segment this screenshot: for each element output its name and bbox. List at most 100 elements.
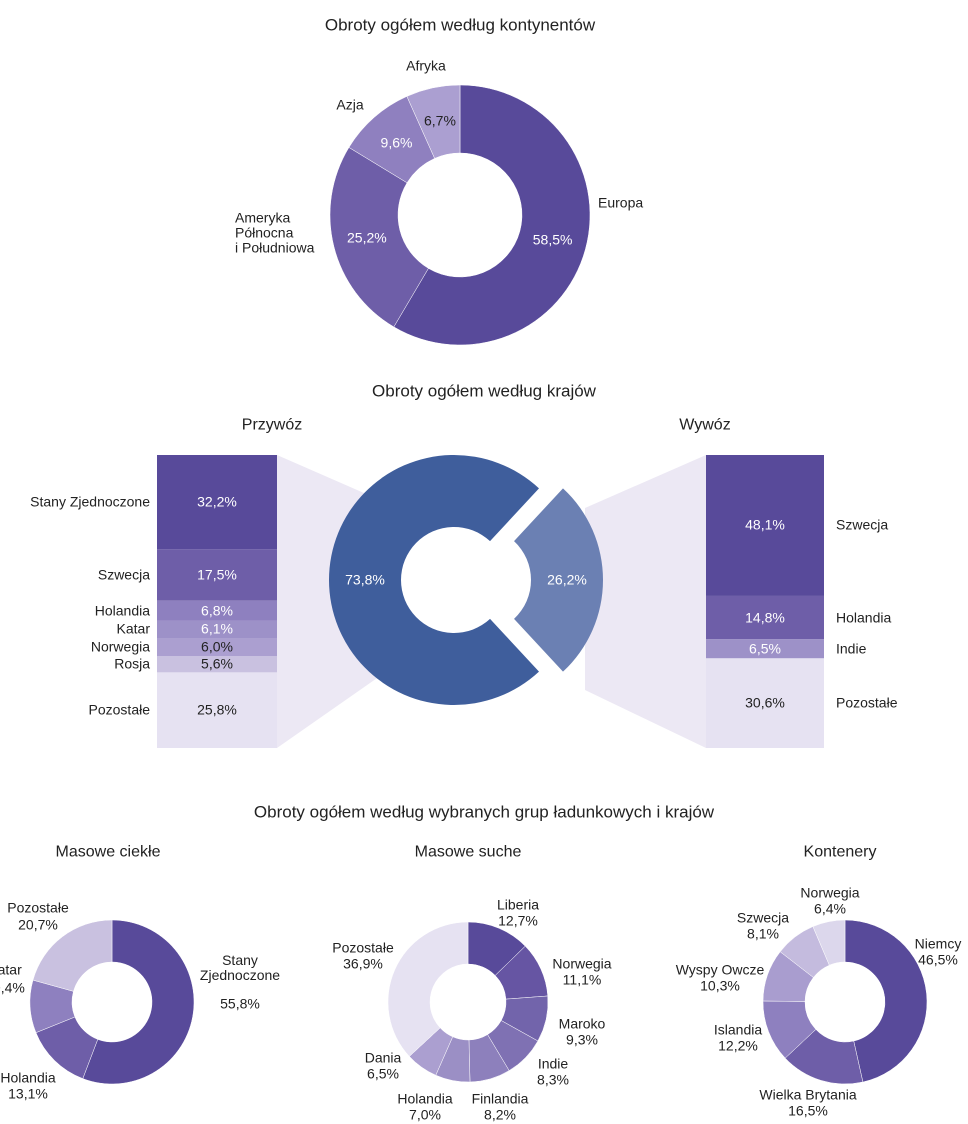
category-label: Wielka Brytania: [759, 1086, 857, 1103]
category-label: Szwecja: [97, 566, 150, 583]
chart-title: Masowe suche: [414, 843, 522, 861]
slice: [329, 147, 429, 328]
category-label: Holandia: [836, 609, 892, 626]
connector: [585, 455, 706, 748]
value-label: 6,1%: [201, 620, 233, 637]
value-label: 20,7%: [18, 916, 58, 933]
value-label: 58,5%: [532, 231, 573, 248]
slice: [844, 919, 928, 1083]
slice: [32, 919, 113, 992]
value-label: 55,8%: [220, 995, 260, 1012]
value-label: 10,4%: [0, 979, 25, 996]
category-label: Szwecja: [836, 516, 889, 533]
value-label: 13,1%: [8, 1085, 48, 1102]
slice: [514, 488, 604, 672]
bar-segment: [706, 639, 824, 659]
slice: [812, 919, 846, 966]
bar-segment: [157, 672, 277, 748]
value-label: 7,0%: [409, 1106, 441, 1123]
value-label: 6,4%: [814, 900, 846, 917]
value-label: 46,5%: [918, 951, 958, 968]
category-label: Pozostałe: [836, 694, 898, 711]
chart-title: Obroty ogółem według krajów: [372, 381, 596, 401]
category-label: Azja: [336, 96, 364, 113]
value-label: 25,8%: [197, 701, 237, 718]
value-label: 6,0%: [201, 638, 233, 655]
slice: [387, 921, 469, 1057]
value-label: 12,2%: [718, 1037, 758, 1054]
value-label: 6,5%: [749, 640, 781, 657]
bar-heading: Wywóz: [679, 416, 731, 434]
category-label: Norwegia: [90, 638, 150, 655]
category-label: Pozostałe: [7, 899, 69, 916]
category-label: Pozostałe: [332, 939, 394, 956]
category-label: Finlandia: [471, 1090, 529, 1107]
chart-title: Kontenery: [803, 843, 877, 861]
category-label: Indie: [537, 1055, 569, 1072]
category-label: Indie: [836, 640, 867, 657]
value-label: 17,5%: [197, 566, 237, 583]
category-label: Rosja: [114, 655, 150, 672]
value-label: 5,6%: [201, 655, 233, 672]
bar-segment: [157, 549, 277, 601]
section-title: Obroty ogółem według wybranych grup ładu…: [253, 802, 715, 822]
chart-title: Obroty ogółem według kontynentów: [324, 15, 596, 35]
value-label: 6,8%: [201, 602, 233, 619]
category-label: Stany Zjednoczone: [30, 493, 150, 510]
value-label: 8,1%: [747, 925, 779, 942]
category-label: Holandia: [94, 602, 150, 619]
category-label: Islandia: [713, 1021, 763, 1038]
value-label: 9,3%: [566, 1031, 598, 1048]
category-label: Katar: [0, 961, 22, 978]
category-label: Holandia: [0, 1069, 56, 1086]
slice: [393, 84, 591, 346]
category-label: Norwegia: [800, 884, 860, 901]
category-label: Szwecja: [736, 909, 790, 926]
value-label: 30,6%: [745, 694, 785, 711]
value-label: 32,2%: [197, 493, 237, 510]
category-label: Wyspy Owcze: [675, 961, 765, 978]
category-label: Liberia: [496, 896, 540, 913]
bar-segment: [706, 658, 824, 748]
value-label: 10,3%: [700, 977, 740, 994]
category-label: Ameryka Północna i Południowa: [235, 209, 315, 256]
value-label: 73,8%: [345, 571, 385, 588]
bar-segment: [157, 600, 277, 621]
category-label: Pozostałe: [88, 701, 150, 718]
value-label: 9,6%: [380, 134, 413, 151]
chart-title: Masowe ciekłe: [55, 843, 161, 861]
value-label: 36,9%: [343, 955, 383, 972]
category-label: Holandia: [397, 1090, 453, 1107]
value-label: 6,5%: [367, 1065, 399, 1082]
bar-segment: [157, 455, 277, 550]
bar-heading: Przywóz: [241, 416, 303, 434]
value-label: 6,7%: [423, 112, 456, 129]
bar-segment: [157, 638, 277, 656]
category-label: Maroko: [558, 1015, 606, 1032]
category-label: Europa: [598, 194, 644, 211]
bar-segment: [157, 620, 277, 639]
value-label: 16,5%: [788, 1102, 828, 1119]
value-label: 26,2%: [547, 571, 587, 588]
value-label: 8,3%: [537, 1071, 569, 1088]
category-label: Katar: [116, 620, 150, 637]
category-label: Norwegia: [552, 955, 612, 972]
slice: [82, 919, 195, 1085]
slice: [329, 455, 539, 705]
category-label: Stany Zjednoczone: [199, 952, 281, 983]
value-label: 12,7%: [498, 912, 538, 929]
bar-segment: [706, 595, 824, 640]
category-label: Afryka: [406, 57, 446, 74]
bar-segment: [706, 455, 824, 596]
category-label: Niemcy: [914, 935, 962, 952]
slice: [406, 84, 461, 159]
category-label: Dania: [364, 1049, 402, 1066]
value-label: 8,2%: [484, 1106, 516, 1123]
value-label: 11,1%: [562, 971, 602, 988]
value-label: 48,1%: [745, 516, 785, 533]
value-label: 25,2%: [347, 229, 387, 246]
value-label: 14,8%: [745, 609, 785, 626]
